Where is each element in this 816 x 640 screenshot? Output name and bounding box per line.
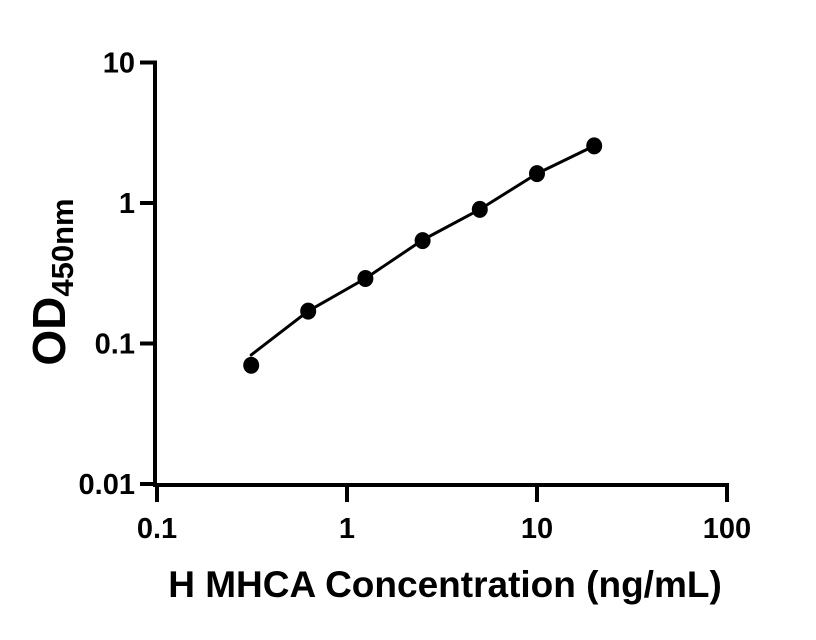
data-point [471,200,488,218]
data-point [414,232,431,250]
data-point [529,165,545,183]
y-axis-title-subscript: 450nm [45,198,80,296]
x-axis-title: H MHCA Concentration (ng/mL) [168,564,722,605]
y-tick-label: 0.1 [95,329,135,361]
y-tick-label: 1 [119,188,135,220]
y-tick-label: 10 [103,48,135,80]
x-tick-label: 0.1 [137,513,177,545]
x-tick-label: 100 [703,513,751,545]
y-axis-title-main: OD [23,297,75,366]
data-point [243,356,260,374]
data-point [586,137,603,155]
data-series [243,137,603,374]
axis-ticks [140,60,729,502]
x-tick-label: 10 [521,513,553,545]
y-axis-title: OD450nm [23,198,80,365]
data-point [300,302,317,320]
y-tick-label: 0.01 [79,469,135,501]
data-point [357,270,374,287]
x-tick-label: 1 [339,513,355,545]
